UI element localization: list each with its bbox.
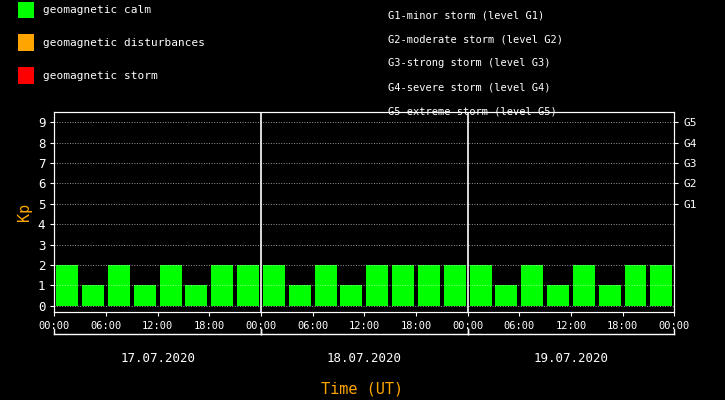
Bar [315, 265, 336, 306]
Text: 19.07.2020: 19.07.2020 [534, 352, 608, 365]
Bar [444, 265, 465, 306]
Text: G2-moderate storm (level G2): G2-moderate storm (level G2) [388, 34, 563, 44]
Text: geomagnetic disturbances: geomagnetic disturbances [43, 38, 204, 48]
Bar [263, 265, 285, 306]
Bar [366, 265, 388, 306]
Bar [160, 265, 181, 306]
Text: G4-severe storm (level G4): G4-severe storm (level G4) [388, 82, 550, 92]
Bar [470, 265, 492, 306]
Y-axis label: Kp: Kp [17, 203, 33, 221]
Text: G3-strong storm (level G3): G3-strong storm (level G3) [388, 58, 550, 68]
Bar [341, 286, 362, 306]
Bar [108, 265, 130, 306]
Bar [392, 265, 414, 306]
Bar [547, 286, 569, 306]
Bar [573, 265, 594, 306]
Text: geomagnetic calm: geomagnetic calm [43, 5, 151, 15]
Bar [237, 265, 259, 306]
Bar [495, 286, 518, 306]
Bar [57, 265, 78, 306]
Bar [521, 265, 543, 306]
Text: 17.07.2020: 17.07.2020 [120, 352, 195, 365]
Text: G1-minor storm (level G1): G1-minor storm (level G1) [388, 10, 544, 20]
Bar [211, 265, 233, 306]
Bar [82, 286, 104, 306]
Text: Time (UT): Time (UT) [321, 381, 404, 396]
Bar [134, 286, 156, 306]
Bar [624, 265, 647, 306]
Bar [289, 286, 311, 306]
Bar [186, 286, 207, 306]
Text: geomagnetic storm: geomagnetic storm [43, 70, 157, 81]
Bar [418, 265, 440, 306]
Bar [650, 265, 672, 306]
Bar [599, 286, 621, 306]
Text: 18.07.2020: 18.07.2020 [327, 352, 402, 365]
Text: G5-extreme storm (level G5): G5-extreme storm (level G5) [388, 106, 557, 116]
